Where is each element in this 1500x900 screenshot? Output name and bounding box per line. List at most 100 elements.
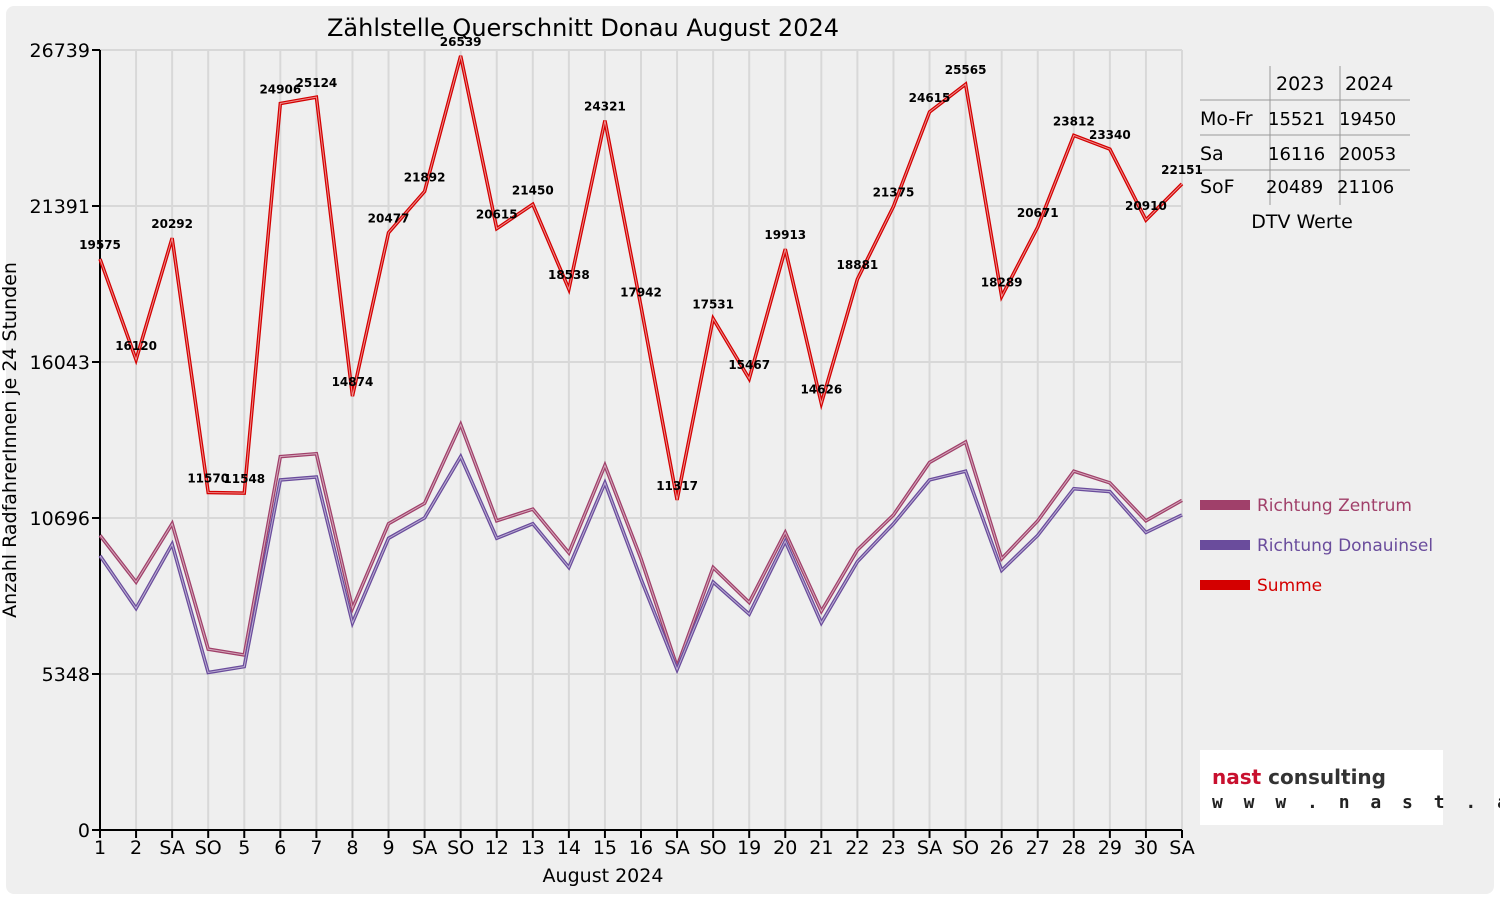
y-tick-label: 26739 xyxy=(30,40,90,62)
x-tick-label: 2 xyxy=(130,837,142,859)
x-tick-label: SA xyxy=(412,837,437,859)
legend-swatch-summe xyxy=(1200,580,1250,590)
x-axis-ticks: 1 2 SA SO 5 6 7 8 9 SA SO 12 13 14 15 16 SA SO 19 20 21 22 23 S… xyxy=(94,830,1195,859)
x-tick-label: 19 xyxy=(737,837,761,859)
x-tick-label: 8 xyxy=(346,837,358,859)
data-label-summe: 14626 xyxy=(800,382,842,396)
x-tick-label: 1 xyxy=(94,837,106,859)
x-tick-label: SO xyxy=(952,837,979,859)
x-tick-label: 30 xyxy=(1134,837,1158,859)
dtv-row-label: Sa xyxy=(1200,143,1224,165)
data-label-summe: 22151 xyxy=(1161,163,1203,177)
x-tick-label: 26 xyxy=(990,837,1014,859)
x-tick-label: 14 xyxy=(557,837,581,859)
y-tick-label: 10696 xyxy=(30,508,90,530)
legend-label-donauinsel: Richtung Donauinsel xyxy=(1257,536,1433,556)
data-label-summe: 15467 xyxy=(728,358,770,372)
y-axis-label: Anzahl RadfahrerInnen je 24 Stunden xyxy=(0,262,21,618)
data-label-summe: 18289 xyxy=(981,275,1023,289)
legend-label-summe: Summe xyxy=(1257,576,1322,596)
x-tick-label: 12 xyxy=(485,837,509,859)
x-tick-label: 28 xyxy=(1062,837,1086,859)
data-label-summe: 20615 xyxy=(476,208,518,222)
y-tick-label: 21391 xyxy=(30,196,90,218)
data-label-summe: 18881 xyxy=(837,258,879,272)
legend-label-zentrum: Richtung Zentrum xyxy=(1257,496,1412,516)
y-tick-label: 5348 xyxy=(42,664,90,686)
data-label-summe: 11317 xyxy=(656,479,698,493)
data-label-summe: 24906 xyxy=(259,82,301,96)
x-tick-label: SA xyxy=(664,837,689,859)
data-label-summe: 25124 xyxy=(296,76,338,90)
data-label-summe: 24615 xyxy=(909,91,951,105)
x-tick-label: SA xyxy=(159,837,184,859)
x-tick-label: 20 xyxy=(773,837,797,859)
series-line-highlight-summe xyxy=(99,55,1183,500)
series-line-highlight-richtung-zentrum xyxy=(99,423,1183,669)
grid xyxy=(100,49,1183,830)
data-label-summe: 16120 xyxy=(115,339,157,353)
dtv-caption: DTV Werte xyxy=(1251,211,1353,233)
x-tick-label: SA xyxy=(917,837,942,859)
data-label-summe: 17942 xyxy=(620,286,662,300)
dtv-row-label: SoF xyxy=(1200,176,1235,198)
data-label-summe: 11548 xyxy=(223,472,265,486)
y-tick-label: 16043 xyxy=(30,352,90,374)
y-axis-ticks: 26739 21391 16043 10696 5348 0 xyxy=(30,40,100,842)
nast-consulting-logo: nast consulting w w w . n a s t . a t xyxy=(1200,750,1500,825)
data-label-summe: 19575 xyxy=(79,238,121,252)
dtv-cell: 16116 xyxy=(1268,144,1325,165)
x-tick-label: 22 xyxy=(845,837,869,859)
x-tick-label: 5 xyxy=(238,837,250,859)
x-tick-label: 16 xyxy=(629,837,653,859)
dtv-header-2023: 2023 xyxy=(1276,73,1324,95)
legend-swatch-donauinsel xyxy=(1200,540,1250,550)
legend: Richtung Zentrum Richtung Donauinsel Sum… xyxy=(1200,496,1433,596)
x-tick-label: SO xyxy=(195,837,222,859)
data-label-summe: 17531 xyxy=(692,298,734,312)
x-tick-label: 23 xyxy=(881,837,905,859)
series-line-highlight-richtung-donauinsel xyxy=(99,455,1183,674)
logo-url-text: w w w . n a s t . a t xyxy=(1212,792,1500,813)
y-tick-label: 0 xyxy=(78,820,90,842)
series-lines xyxy=(98,55,1184,675)
dtv-cell: 21106 xyxy=(1337,177,1394,198)
dtv-row-label: Mo-Fr xyxy=(1200,108,1253,130)
dtv-cell: 20053 xyxy=(1339,144,1396,165)
x-tick-label: 7 xyxy=(310,837,322,859)
x-tick-label: 27 xyxy=(1026,837,1050,859)
dtv-table: 2023 2024 Mo-Fr 15521 19450 Sa 16116 200… xyxy=(1200,66,1410,233)
data-label-summe: 20477 xyxy=(368,212,410,226)
x-tick-label: 13 xyxy=(521,837,545,859)
data-label-summe: 19913 xyxy=(764,228,806,242)
chart-title: Zählstelle Querschnitt Donau August 2024 xyxy=(327,14,839,42)
x-tick-label: 15 xyxy=(593,837,617,859)
x-tick-label: 9 xyxy=(382,837,394,859)
data-label-summe: 20671 xyxy=(1017,206,1059,220)
dtv-cell: 19450 xyxy=(1339,109,1396,130)
x-tick-label: SO xyxy=(447,837,474,859)
x-tick-label: 29 xyxy=(1098,837,1122,859)
data-label-summe: 20910 xyxy=(1125,199,1167,213)
data-label-summe: 24321 xyxy=(584,100,626,114)
x-axis-label: August 2024 xyxy=(543,865,664,887)
data-label-summe: 25565 xyxy=(945,63,987,77)
dtv-header-2024: 2024 xyxy=(1345,73,1393,95)
data-label-summe: 23812 xyxy=(1053,114,1095,128)
data-label-summe: 21892 xyxy=(404,170,446,184)
x-tick-label: SO xyxy=(700,837,727,859)
data-label-summe: 21375 xyxy=(873,185,915,199)
x-tick-label: 21 xyxy=(809,837,833,859)
data-label-summe: 20292 xyxy=(151,217,193,231)
data-label-summe: 26539 xyxy=(440,35,482,49)
legend-swatch-zentrum xyxy=(1200,500,1250,510)
x-tick-label: 6 xyxy=(274,837,286,859)
data-label-summe: 14874 xyxy=(332,375,374,389)
dtv-cell: 15521 xyxy=(1268,109,1325,130)
x-tick-label: SA xyxy=(1169,837,1194,859)
data-label-summe: 18538 xyxy=(548,268,590,282)
dtv-cell: 20489 xyxy=(1266,177,1323,198)
logo-brand-text: nast consulting xyxy=(1212,765,1386,789)
